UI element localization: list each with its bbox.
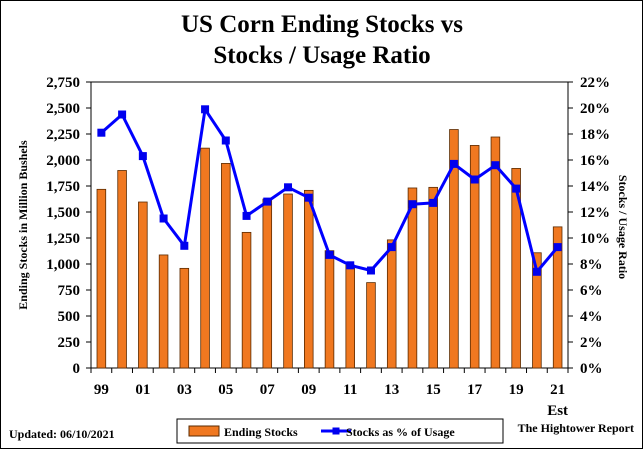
bar-ending-stocks [469,145,480,369]
bar-ending-stocks [138,201,148,369]
x-tick-label: 01 [135,382,150,398]
point-stocks-usage [449,159,458,168]
y-left-tick-label: 250 [58,335,81,351]
y-left-tick-label: 500 [58,309,81,325]
x-tick-label: 03 [177,382,192,398]
x-tick-label: 19 [509,382,524,398]
point-stocks-usage [512,184,521,193]
bar-ending-stocks [158,254,169,369]
y-right-tick-label: 10% [580,231,610,247]
chart-title-line1: US Corn Ending Stocks vs [181,11,463,38]
bar-ending-stocks [552,226,563,369]
point-stocks-usage [180,241,189,250]
y-right-tick-label: 2% [580,335,603,351]
point-stocks-usage [325,250,334,259]
bar-ending-stocks [96,188,107,369]
y-left-tick-label: 750 [58,283,81,299]
bar-ending-stocks [304,189,314,369]
y-right-tick-label: 14% [580,179,610,195]
y-axis-left-title: Ending Stocks in Million Bushels [16,140,30,310]
point-stocks-usage [532,267,541,276]
legend-label-stocks-usage: Stocks as % of Usage [346,425,455,439]
x-tick-label: 05 [218,382,233,398]
source-label: The Hightower Report [518,421,634,435]
bar-ending-stocks [200,147,210,369]
y-left-tick-label: 0 [73,361,81,377]
point-stocks-usage [201,105,210,114]
point-stocks-usage [159,214,168,223]
y-left-tick-label: 2,000 [46,153,80,169]
legend-label-ending-stocks: Ending Stocks [224,425,298,439]
point-stocks-usage [97,128,106,137]
y-right-tick-label: 6% [580,283,603,299]
bar-ending-stocks [490,136,501,369]
x-tick-label: 09 [301,382,316,398]
y-left-tick-label: 2,750 [46,75,80,91]
bar-ending-stocks [324,250,335,369]
bar-ending-stocks [221,163,231,369]
bar-ending-stocks [179,267,190,369]
x-tick-label: 07 [260,382,276,398]
point-stocks-usage [284,183,293,192]
y-left-tick-label: 2,500 [46,101,80,117]
bar-ending-stocks [449,129,459,369]
point-stocks-usage [429,198,438,207]
bar-ending-stocks [428,186,438,369]
point-stocks-usage [346,261,355,270]
bar-ending-stocks [262,198,273,369]
legend-marker-swatch [332,427,340,435]
chart-title-line2: Stocks / Usage Ratio [213,42,430,69]
y-right-tick-label: 16% [580,153,610,169]
y-axis-right-title: Stocks / Usage Ratio [616,175,630,279]
bar-ending-stocks [366,282,376,369]
y-right-tick-label: 18% [580,127,610,143]
point-stocks-usage [553,243,562,252]
point-stocks-usage [118,110,127,119]
point-stocks-usage [304,193,313,202]
point-stocks-usage [408,200,417,209]
point-stocks-usage [263,197,272,206]
x-tick-label: 11 [343,382,357,398]
point-stocks-usage [387,243,396,252]
y-right-tick-label: 0% [580,361,603,377]
bar-ending-stocks [407,187,418,369]
point-stocks-usage [366,266,375,275]
plot-area: 0 250 500 750 1,000 1,250 1,500 1,750 2,000 2,250… [46,75,610,419]
y-right-tick-label: 4% [580,309,603,325]
bar-ending-stocks [241,231,252,369]
x-tick-label: 21 [550,382,565,398]
y-left-tick-label: 1,000 [46,257,80,273]
y-right-tick-label: 12% [580,205,610,221]
bar-ending-stocks [532,252,542,369]
point-stocks-usage [138,152,147,161]
y-right-tick-label: 22% [580,75,610,91]
bar-ending-stocks [283,193,293,369]
legend-bar-swatch [188,425,220,437]
bar-ending-stocks [117,170,127,369]
point-stocks-usage [491,161,500,170]
y-right-tick-label: 20% [580,101,610,117]
y-right-tick-label: 8% [580,257,603,273]
bar-ending-stocks [345,264,355,369]
point-stocks-usage [221,136,230,145]
x-tick-label: 17 [467,382,483,398]
x-tick-sublabel-est: Est [547,403,568,419]
x-tick-label: 15 [426,382,441,398]
y-left-tick-label: 1,250 [46,231,80,247]
y-left-tick-label: 2,250 [46,127,80,143]
bar-ending-stocks [386,239,397,369]
y-left-tick-label: 1,750 [46,179,80,195]
updated-date: Updated: 06/10/2021 [9,427,115,441]
point-stocks-usage [470,175,479,184]
y-left-tick-label: 1,500 [46,205,80,221]
x-tick-label: 99 [94,382,109,398]
point-stocks-usage [242,211,251,220]
line-stocks-usage [100,107,559,274]
bar-ending-stocks [511,168,521,369]
legend: Ending Stocks Stocks as % of Usage [176,418,504,444]
x-tick-label: 13 [384,382,399,398]
